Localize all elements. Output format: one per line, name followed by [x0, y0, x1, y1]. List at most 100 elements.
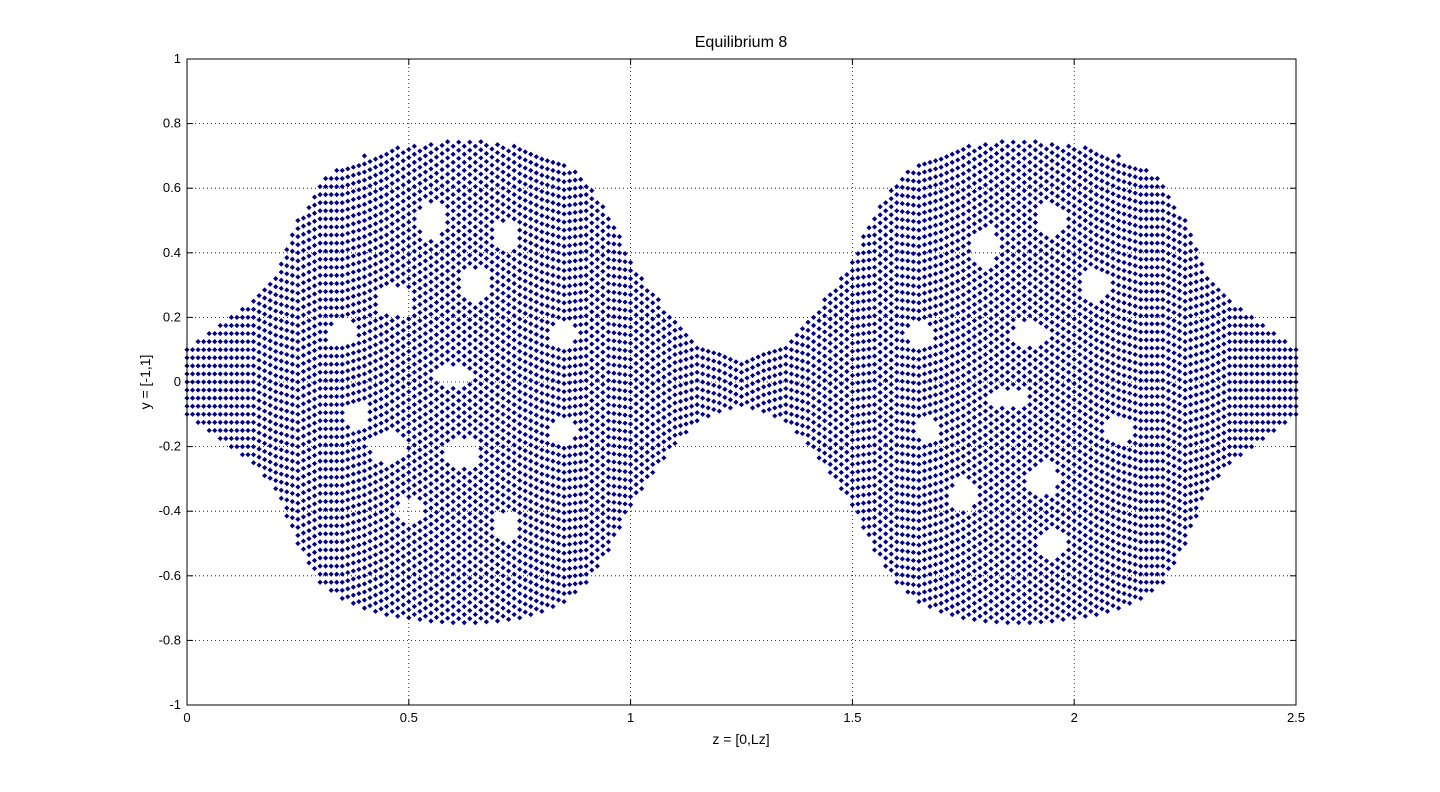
data-point — [411, 393, 417, 400]
data-point — [550, 216, 556, 222]
data-point — [445, 147, 451, 153]
data-point — [439, 360, 445, 367]
data-point — [367, 498, 373, 504]
data-point — [511, 305, 517, 311]
data-point — [555, 290, 562, 296]
data-point — [533, 444, 539, 451]
data-point — [567, 412, 573, 418]
data-point — [522, 512, 528, 518]
data-point — [278, 382, 284, 388]
data-point — [334, 280, 340, 287]
data-point — [395, 573, 401, 579]
data-point — [339, 183, 345, 190]
data-point — [262, 351, 268, 358]
data-point — [600, 204, 606, 210]
data-point — [522, 448, 528, 454]
data-point — [295, 274, 301, 280]
data-point — [611, 451, 617, 457]
data-point — [578, 241, 584, 247]
data-point — [555, 452, 562, 458]
data-point — [311, 533, 318, 539]
data-point — [472, 167, 478, 174]
data-point — [306, 519, 312, 526]
data-point — [389, 156, 395, 162]
data-point — [300, 352, 307, 358]
data-point — [311, 501, 318, 507]
data-point — [528, 458, 534, 464]
data-point — [511, 579, 517, 585]
data-point — [583, 450, 589, 456]
data-point — [422, 347, 429, 353]
data-point — [550, 208, 556, 214]
data-point — [600, 438, 606, 444]
data-point — [550, 192, 556, 198]
data-point — [256, 365, 262, 371]
data-point — [517, 510, 523, 516]
data-point — [489, 372, 495, 378]
data-point — [356, 195, 362, 201]
data-point — [489, 162, 495, 168]
data-point — [378, 259, 384, 265]
data-point — [228, 363, 234, 369]
data-point — [511, 402, 517, 408]
data-point — [561, 203, 567, 209]
data-point — [334, 579, 340, 585]
data-point — [483, 393, 490, 399]
data-point — [245, 395, 251, 401]
data-point — [539, 608, 545, 614]
data-point — [428, 569, 434, 576]
data-point — [511, 216, 517, 222]
data-point — [517, 526, 523, 532]
data-point — [361, 250, 368, 256]
data-point — [600, 430, 606, 436]
data-point — [539, 390, 545, 396]
data-point — [433, 517, 440, 524]
data-point — [561, 590, 567, 597]
data-point — [389, 414, 395, 421]
data-point — [428, 198, 434, 204]
data-point — [622, 364, 628, 370]
data-point — [467, 406, 473, 412]
data-point — [339, 498, 345, 505]
data-point — [350, 382, 356, 388]
data-point — [339, 571, 345, 577]
data-point — [356, 397, 362, 403]
data-point — [400, 190, 406, 196]
data-point — [489, 509, 495, 516]
data-point — [306, 253, 312, 259]
data-point — [500, 355, 506, 361]
data-point — [500, 565, 506, 571]
data-point — [311, 242, 318, 249]
data-point — [372, 204, 379, 211]
data-point — [494, 246, 501, 253]
data-point — [555, 395, 562, 401]
data-point — [350, 455, 356, 461]
data-point — [311, 509, 318, 515]
data-point — [262, 319, 268, 325]
data-point — [528, 402, 534, 408]
data-point — [295, 266, 301, 272]
data-point — [628, 494, 634, 500]
data-point — [295, 532, 301, 539]
data-point — [206, 363, 212, 369]
data-point — [517, 494, 523, 500]
data-point — [223, 355, 229, 361]
data-point — [472, 402, 478, 408]
data-point — [572, 322, 578, 329]
data-point — [578, 418, 584, 425]
data-point — [539, 487, 545, 493]
data-point — [628, 316, 634, 322]
data-point — [472, 369, 478, 375]
data-point — [467, 422, 473, 428]
data-point — [511, 248, 517, 254]
data-point — [367, 158, 373, 165]
data-point — [578, 330, 584, 336]
data-point — [439, 247, 445, 253]
data-point — [417, 326, 423, 332]
data-point — [223, 395, 229, 401]
data-point — [456, 268, 462, 274]
data-point — [539, 431, 545, 437]
data-point — [411, 571, 417, 577]
data-point — [273, 372, 279, 379]
data-point — [295, 347, 301, 353]
